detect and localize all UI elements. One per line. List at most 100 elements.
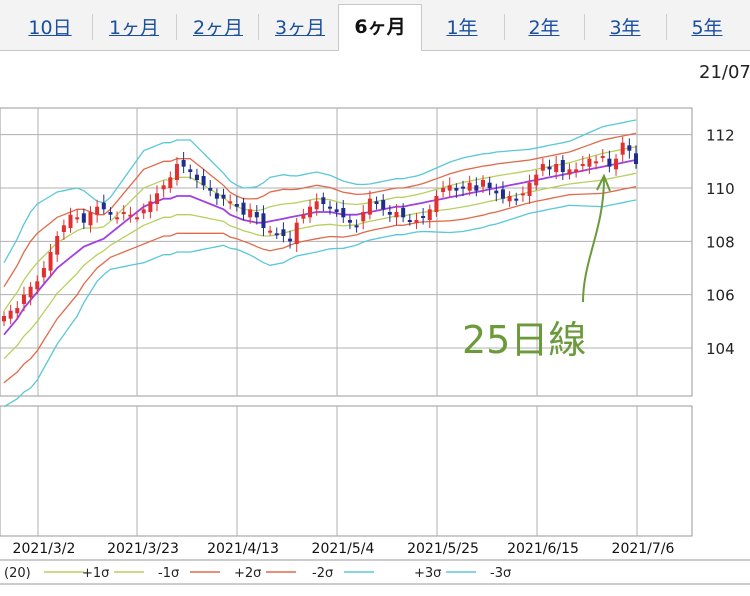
annotation-text: 25日線 [462, 318, 586, 362]
candle-body [534, 174, 539, 186]
candle-body [108, 212, 113, 215]
legend-label: -2σ [312, 566, 333, 581]
candle-body [155, 193, 160, 204]
tab-3m[interactable]: 3ヶ月 [274, 17, 326, 39]
tab-1y[interactable]: 1年 [446, 17, 478, 39]
y-tick-label: 106 [706, 287, 735, 305]
candle-body [281, 229, 286, 236]
legend-label: +1σ [82, 566, 109, 581]
tab-5y[interactable]: 5年 [691, 17, 723, 39]
candle-body [474, 185, 479, 191]
candle-body [480, 180, 485, 187]
candle-body [367, 198, 372, 215]
x-tick-label: 2021/4/13 [207, 541, 279, 557]
candle-body [274, 233, 279, 236]
candle-body [567, 169, 572, 175]
candle-body [434, 196, 439, 212]
candle-body [327, 206, 332, 209]
candle-body [634, 153, 638, 164]
plus2-sigma-line [3, 132, 637, 288]
candle-body [461, 186, 466, 189]
candle-body [614, 158, 619, 170]
candle-body [500, 189, 505, 199]
candle-body [540, 164, 545, 171]
candle-body [387, 212, 392, 215]
candle-body [441, 188, 446, 192]
candle-body [68, 214, 73, 228]
volume-panel-frame [0, 405, 693, 537]
price-panel-frame [0, 107, 693, 397]
candle-body [35, 281, 40, 290]
tab-6m[interactable]: 6ヶ月 [338, 4, 422, 51]
y-axis-ticks: 104 106 108 110 112 [706, 127, 735, 358]
candle-body [234, 204, 239, 207]
x-tick-label: 2021/3/2 [13, 541, 76, 557]
candle-body [467, 182, 472, 191]
x-tick-label: 2021/3/23 [107, 541, 179, 557]
legend-label: -1σ [158, 566, 179, 581]
tab-separator [666, 14, 667, 40]
candle-body [101, 202, 106, 210]
candle-body [507, 196, 512, 202]
candle-body [308, 206, 313, 218]
candle-body [115, 217, 120, 220]
candle-body [407, 220, 412, 222]
candle-body [241, 202, 246, 215]
candle-body [161, 185, 166, 190]
tab-separator [258, 14, 259, 40]
candle-body [421, 216, 426, 218]
plus1-sigma-line [3, 146, 637, 312]
candlestick-chart: 104 106 108 110 112 2021/3/2 2021/3/23 2021/4/… [0, 107, 750, 585]
legend-box [0, 559, 750, 585]
candle-body [135, 217, 140, 220]
candle-body [334, 209, 339, 212]
candle-body [61, 225, 66, 232]
annotation-arrow [582, 177, 605, 303]
candle-body [228, 201, 233, 204]
tab-1m[interactable]: 1ヶ月 [108, 17, 160, 39]
candle-body [374, 201, 379, 204]
candle-body [208, 188, 213, 191]
candle-body [2, 316, 6, 322]
candle-body [148, 201, 153, 212]
x-tick-label: 2021/7/6 [612, 541, 675, 557]
annotation-arrowhead [596, 173, 611, 192]
candle-body [494, 190, 499, 194]
tab-3y[interactable]: 3年 [609, 17, 641, 39]
chart-date-label: 21/07 [699, 62, 750, 83]
candle-body [8, 310, 13, 319]
period-tab-bar: 10日 1ヶ月 2ヶ月 3ヶ月 6ヶ月 1年 2年 3年 5年 [0, 0, 750, 51]
candle-body [181, 160, 186, 167]
candle-body [174, 164, 179, 180]
candle-body [600, 156, 605, 158]
candle-body [520, 193, 525, 196]
candle-body [361, 212, 366, 222]
candle-body [427, 209, 432, 220]
candle-body [95, 206, 100, 215]
tab-separator [584, 14, 585, 40]
legend: (20) +1σ -1σ +2σ -2σ +3σ -3σ [0, 559, 750, 585]
candle-body [347, 220, 352, 223]
candle-body [254, 212, 259, 218]
candle-body [88, 212, 93, 226]
x-tick-label: 2021/5/4 [312, 541, 375, 557]
candle-body [547, 166, 552, 170]
candle-body [201, 176, 206, 186]
tab-2y[interactable]: 2年 [528, 17, 560, 39]
y-tick-label: 104 [706, 340, 735, 358]
candle-body [21, 294, 26, 304]
candle-body [261, 213, 266, 228]
candle-body [188, 169, 193, 172]
plus3-sigma-line [3, 119, 637, 264]
tab-2m[interactable]: 2ヶ月 [192, 17, 244, 39]
candles [2, 136, 638, 327]
candle-body [194, 174, 199, 180]
candle-body [15, 308, 20, 314]
candle-body [394, 212, 399, 218]
candle-body [121, 212, 126, 214]
candle-body [381, 200, 386, 210]
tab-10d[interactable]: 10日 [28, 17, 72, 39]
candle-body [554, 164, 559, 172]
legend-label: +3σ [414, 566, 441, 581]
ma25-annotation: 25日線 [462, 173, 611, 362]
